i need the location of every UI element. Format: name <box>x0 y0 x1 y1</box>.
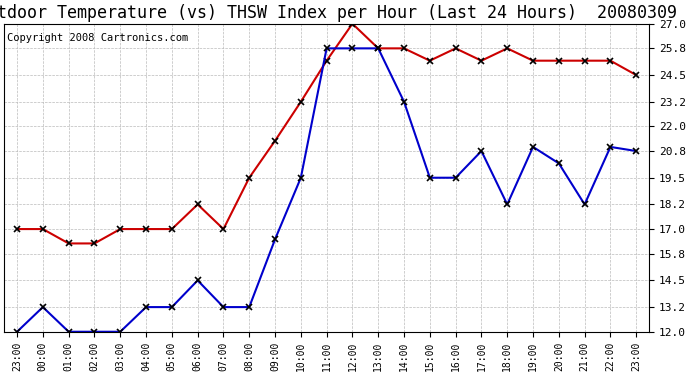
Text: Copyright 2008 Cartronics.com: Copyright 2008 Cartronics.com <box>8 33 188 43</box>
Title: Outdoor Temperature (vs) THSW Index per Hour (Last 24 Hours)  20080309: Outdoor Temperature (vs) THSW Index per … <box>0 4 677 22</box>
